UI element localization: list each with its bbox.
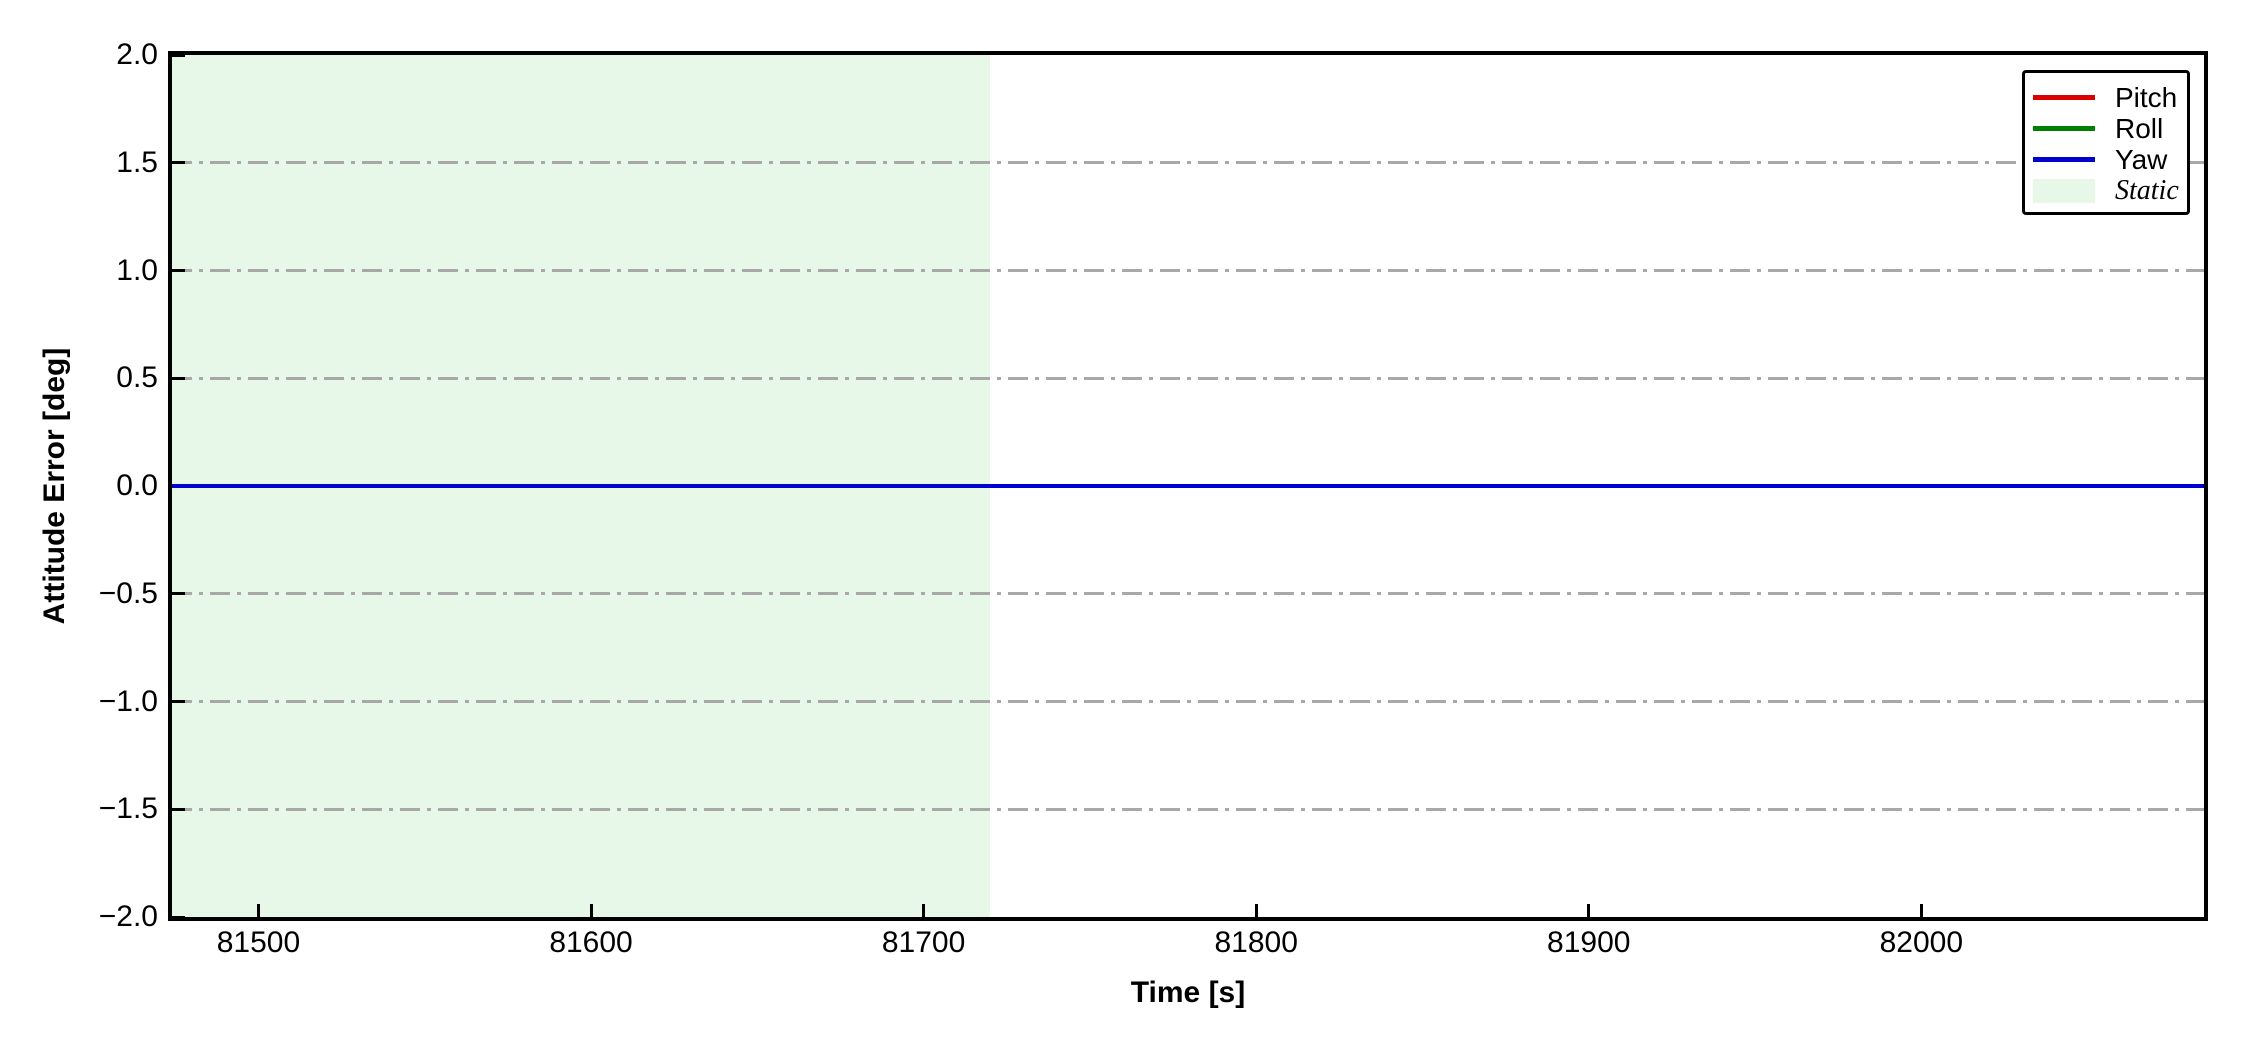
x-axis-title: Time [s] <box>1130 976 1246 1009</box>
y-tick-label: −2.0 <box>98 900 158 933</box>
y-tick-label: −1.0 <box>98 684 158 718</box>
legend-label-roll: Roll <box>2115 113 2164 144</box>
legend-entry-pitch: Pitch <box>2033 82 2179 113</box>
gridline <box>172 807 2204 811</box>
roll-line-swatch <box>2033 126 2095 131</box>
x-tick-mark <box>256 904 260 917</box>
x-tick-mark <box>1919 904 1923 917</box>
y-tick-label: −0.5 <box>98 576 158 610</box>
legend-entry-static: Static <box>2033 175 2179 206</box>
y-tick-mark <box>172 592 185 596</box>
y-tick-label: 0.5 <box>116 361 158 395</box>
y-tick-label: 1.0 <box>116 253 158 287</box>
x-tick-label: 81900 <box>1547 926 1631 959</box>
y-tick-label: 1.5 <box>116 145 158 179</box>
gridline <box>172 592 2204 596</box>
gridline <box>172 700 2204 703</box>
y-tick-mark <box>172 700 185 703</box>
x-tick-label: 81600 <box>549 926 633 959</box>
pitch-line-swatch <box>2033 95 2095 100</box>
y-tick-label: 0.0 <box>116 469 158 502</box>
y-tick-mark <box>172 269 185 272</box>
x-tick-label: 81700 <box>881 926 966 959</box>
x-tick-mark <box>589 904 593 917</box>
gridline <box>172 161 2204 165</box>
y-axis-title: Attitude Error [deg] <box>38 347 71 625</box>
yaw-line <box>172 484 2204 488</box>
x-tick-label: 81800 <box>1214 926 1298 959</box>
x-axis-tick-labels: 81500 81600 81700 81800 81900 82000 <box>172 926 2204 966</box>
x-tick-mark <box>1587 904 1591 917</box>
legend-label-static: Static <box>2115 175 2179 206</box>
legend-entry-roll: Roll <box>2033 113 2179 144</box>
legend-entry-yaw: Yaw <box>2033 144 2179 175</box>
gridline <box>172 269 2204 272</box>
y-tick-mark <box>172 376 185 380</box>
x-tick-mark <box>922 904 926 917</box>
yaw-line-swatch <box>2033 157 2095 162</box>
x-tick-mark <box>1254 904 1258 917</box>
legend: Pitch Roll Yaw Static <box>2022 70 2190 215</box>
legend-label-pitch: Pitch <box>2115 82 2178 113</box>
plot-area <box>168 51 2208 921</box>
y-tick-label: 2.0 <box>116 38 158 71</box>
static-patch-swatch <box>2033 178 2095 203</box>
y-tick-mark <box>172 915 185 917</box>
legend-label-yaw: Yaw <box>2115 144 2168 175</box>
y-tick-mark <box>172 161 185 165</box>
y-tick-label: −1.5 <box>98 792 158 826</box>
x-tick-label: 81500 <box>216 926 301 959</box>
y-tick-mark <box>172 55 185 57</box>
y-axis-tick-labels: 2.0 1.5 1.0 0.5 0.0 −0.5 −1.0 −1.5 −2.0 <box>0 38 158 933</box>
x-tick-label: 82000 <box>1879 926 1964 959</box>
gridline <box>172 376 2204 380</box>
y-tick-mark <box>172 807 185 811</box>
